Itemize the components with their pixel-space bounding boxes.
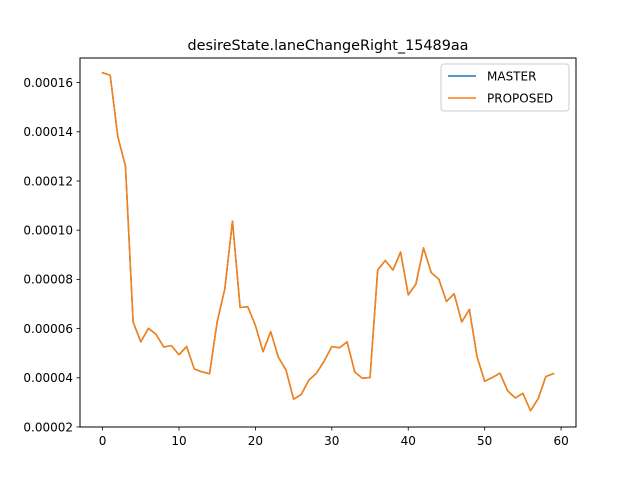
y-tick-label: 0.00004 [23,371,73,385]
y-tick-label: 0.00016 [23,76,73,90]
y-tick-label: 0.00012 [23,174,73,188]
x-tick-label: 30 [324,434,339,448]
legend: MASTER PROPOSED [440,63,570,112]
series-line-proposed [101,71,555,412]
x-tick-label: 20 [248,434,263,448]
plot-area [101,71,555,412]
chart-title: desireState.laneChangeRight_15489aa [188,38,469,54]
plot-frame [79,57,577,428]
y-tick-label: 0.00006 [23,322,73,336]
y-tick-label: 0.00010 [23,224,73,238]
y-tick-label: 0.00008 [23,273,73,287]
x-tick-label: 10 [171,434,186,448]
y-tick-label: 0.00014 [23,125,73,139]
x-tick-label: 40 [401,434,416,448]
legend-label-proposed: PROPOSED [487,92,553,106]
x-tick-label: 60 [553,434,568,448]
legend-label-master: MASTER [487,70,536,84]
x-axis: 0 10 20 30 40 50 60 [99,427,569,448]
y-axis: 0.00002 0.00004 0.00006 0.00008 0.00010 0.000… [23,76,80,434]
x-tick-label: 0 [99,434,107,448]
x-tick-label: 50 [477,434,492,448]
y-tick-label: 0.00002 [23,420,73,434]
